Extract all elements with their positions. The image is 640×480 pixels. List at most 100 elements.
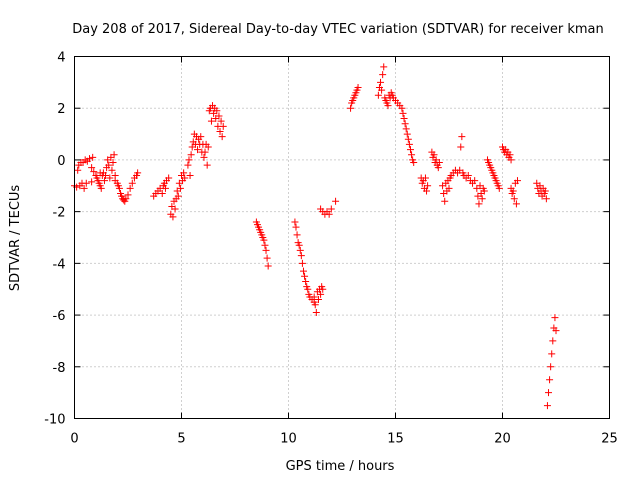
- data-point: [292, 223, 300, 231]
- data-point: [105, 161, 113, 169]
- data-point: [434, 164, 442, 172]
- data-point: [174, 192, 182, 200]
- data-point: [186, 171, 194, 179]
- data-point: [405, 140, 413, 148]
- data-point: [380, 63, 388, 71]
- data-point: [400, 115, 408, 123]
- data-point: [377, 78, 385, 86]
- data-point: [128, 179, 136, 187]
- data-point: [506, 151, 514, 159]
- data-point: [216, 127, 224, 135]
- data-point: [354, 84, 362, 92]
- data-point: [495, 184, 503, 192]
- data-point: [291, 218, 299, 226]
- data-point: [261, 241, 269, 249]
- x-tick-label: 20: [494, 432, 511, 447]
- data-point: [379, 71, 387, 79]
- data-point: [421, 174, 429, 182]
- data-point: [90, 168, 98, 176]
- data-point: [181, 174, 189, 182]
- y-tick-label: 4: [57, 51, 65, 66]
- data-point: [297, 252, 305, 260]
- data-point: [299, 267, 307, 275]
- data-point: [317, 290, 325, 298]
- data-point: [262, 246, 270, 254]
- data-point: [115, 184, 123, 192]
- data-point: [201, 148, 209, 156]
- y-tick-label: -10: [44, 413, 65, 428]
- data-point: [311, 301, 319, 309]
- data-point: [398, 104, 406, 112]
- data-point: [312, 308, 320, 316]
- data-point: [430, 151, 438, 159]
- data-point: [480, 187, 488, 195]
- data-point: [509, 187, 517, 195]
- data-point: [475, 200, 483, 208]
- data-point: [260, 236, 268, 244]
- data-point: [478, 195, 486, 203]
- data-point: [399, 109, 407, 117]
- y-tick-label: -6: [53, 309, 66, 324]
- x-tick-label: 0: [70, 432, 78, 447]
- data-point: [512, 200, 520, 208]
- data-point: [110, 151, 118, 159]
- data-point: [545, 389, 553, 397]
- data-point: [301, 272, 309, 280]
- data-point: [126, 184, 134, 192]
- x-tick-label: 5: [177, 432, 185, 447]
- data-point: [374, 91, 382, 99]
- chart-title: Day 208 of 2017, Sidereal Day-to-day VTE…: [72, 22, 604, 37]
- y-tick-label: 0: [57, 154, 65, 169]
- data-point: [510, 195, 518, 203]
- data-point: [547, 363, 555, 371]
- data-point: [296, 246, 304, 254]
- data-point: [548, 350, 556, 358]
- data-point: [89, 153, 97, 161]
- data-point: [551, 314, 559, 322]
- data-point: [80, 184, 88, 192]
- data-point: [310, 293, 318, 301]
- data-point: [82, 179, 90, 187]
- data-point: [217, 117, 225, 125]
- data-point: [542, 195, 550, 203]
- data-point: [204, 143, 212, 151]
- data-point: [541, 187, 549, 195]
- data-point: [185, 156, 193, 164]
- x-axis-ticks: 0 5 10 15 20 25: [70, 56, 618, 447]
- data-point: [295, 241, 303, 249]
- data-point: [406, 146, 414, 154]
- data-point: [471, 177, 479, 185]
- data-point: [319, 285, 327, 293]
- data-point: [403, 130, 411, 138]
- x-axis-label: GPS time / hours: [286, 459, 395, 474]
- data-point: [347, 104, 355, 112]
- data-point: [302, 277, 310, 285]
- data-point: [97, 184, 105, 192]
- data-point: [109, 159, 117, 167]
- data-point: [158, 190, 166, 198]
- data-point: [402, 125, 410, 133]
- data-point: [507, 156, 515, 164]
- x-tick-label: 10: [280, 432, 297, 447]
- data-point: [108, 166, 116, 174]
- data-point: [513, 177, 521, 185]
- data-point: [423, 187, 431, 195]
- data-point: [263, 254, 271, 262]
- data-point: [458, 133, 466, 141]
- data-point: [165, 174, 173, 182]
- data-point: [219, 122, 227, 130]
- data-point: [88, 178, 96, 186]
- data-point: [441, 197, 449, 205]
- data-point: [327, 205, 335, 213]
- data-point: [404, 135, 412, 143]
- data-point: [102, 171, 110, 179]
- y-axis-ticks: -10 -8 -6 -4 -2 0 2 4: [44, 51, 610, 428]
- grid: [74, 56, 610, 419]
- data-point: [207, 117, 215, 125]
- data-point: [298, 259, 306, 267]
- data-point: [197, 133, 205, 141]
- data-point: [552, 327, 560, 335]
- data-point: [457, 143, 465, 151]
- data-point: [264, 262, 272, 270]
- data-point: [134, 169, 142, 177]
